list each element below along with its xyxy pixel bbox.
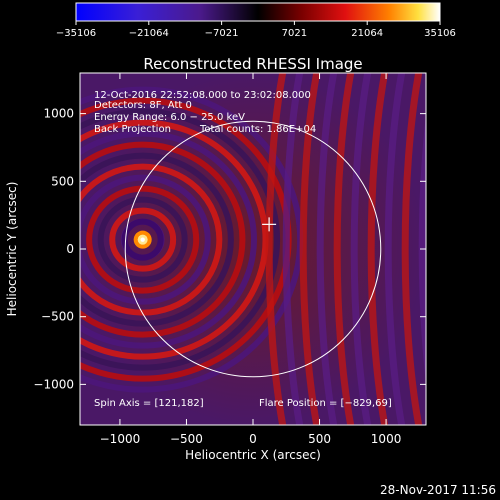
y-axis-label: Heliocentric Y (arcsec): [5, 182, 19, 317]
x-tick-label: 500: [308, 432, 331, 446]
fringe-band: [401, 73, 423, 425]
x-tick-label: −500: [170, 432, 203, 446]
annotation-total-counts: Total counts: 1.86E+04: [199, 124, 316, 135]
fringe-band: [299, 73, 321, 425]
colorbar-tick-label: 7021: [282, 28, 307, 39]
fringe-ring: [109, 207, 177, 272]
fringe-ring: [97, 196, 188, 283]
fringe-ring: [80, 141, 246, 338]
colorbar-tick-label: 35106: [424, 28, 456, 39]
y-tick-label: −500: [41, 310, 74, 324]
y-tick-label: −1000: [33, 377, 74, 391]
annotation-energy-range: Energy Range: 6.0 − 25.0 keV: [94, 112, 245, 123]
colorbar-tick-label: −7021: [205, 28, 239, 39]
colorbar-tick-label: −35106: [56, 28, 96, 39]
fringe-ring: [80, 152, 234, 327]
spin-axis-label: Spin Axis = [121,182]: [94, 398, 204, 409]
heatmap-pattern: [80, 73, 426, 425]
x-tick-label: −1000: [100, 432, 141, 446]
plot-area: −1000 −500 0 500 1000 −1000 −500 0 500 1000 12-Oc…: [33, 72, 427, 446]
fringe-band: [333, 73, 355, 425]
y-tick-label: 500: [51, 174, 74, 188]
colorbar-tick-label: 21064: [351, 28, 383, 39]
fringe-ring: [80, 174, 211, 305]
colorbar-gradient: [75, 2, 441, 22]
annotation-time-range: 12-Oct-2016 22:52:08.000 to 23:02:08.000: [94, 90, 311, 101]
fringe-ring: [80, 108, 281, 371]
colorbar-tick-label: −21064: [129, 28, 169, 39]
x-tick-label: 0: [249, 432, 257, 446]
solar-limb-circle: [124, 120, 382, 378]
fringe-ring: [80, 130, 257, 349]
annotation-method: Back Projection: [94, 124, 171, 135]
fringe-band: [350, 73, 372, 425]
flare-source-ring: [121, 218, 164, 261]
chart-title: Reconstructed RHESSI Image: [143, 55, 362, 73]
x-tick-label: 1000: [371, 432, 402, 446]
y-tick-label: 1000: [43, 107, 74, 121]
fringe-ring: [86, 185, 200, 294]
fringe-band: [265, 73, 287, 425]
fringe-ring: [80, 119, 269, 360]
x-axis-label: Heliocentric X (arcsec): [185, 448, 321, 462]
y-tick-label: 0: [66, 242, 74, 256]
fringe-band: [367, 73, 389, 425]
axis-ticks: −1000 −500 0 500 1000 −1000 −500 0 500 1000: [33, 73, 426, 446]
annotation-detectors: Detectors: 8F, Att 0: [94, 100, 192, 111]
fringe-band: [316, 73, 338, 425]
fringe-band: [282, 73, 304, 425]
annotation-block: 12-Oct-2016 22:52:08.000 to 23:02:08.000…: [94, 90, 316, 135]
spin-axis-marker: [262, 217, 277, 232]
fringe-band: [384, 73, 406, 425]
footer-timestamp: 28-Nov-2017 11:56: [380, 483, 496, 497]
flare-position-label: Flare Position = [−829,69]: [259, 398, 392, 409]
colorbar-ticks: −35106 −21064 −7021 7021 21064 35106: [56, 21, 456, 39]
flare-source-peak: [140, 237, 145, 242]
colorbar: −35106 −21064 −7021 7021 21064 35106: [56, 2, 456, 39]
